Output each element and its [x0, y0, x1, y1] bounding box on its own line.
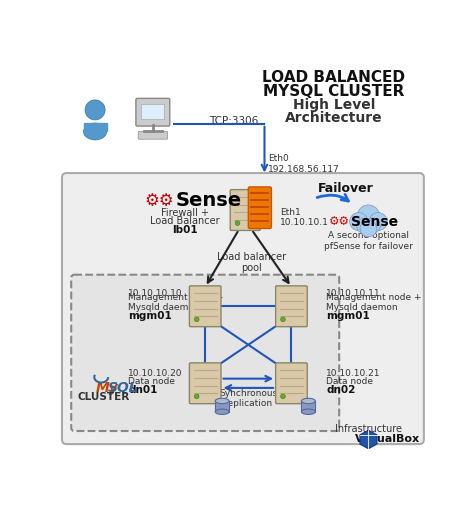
FancyBboxPatch shape [136, 98, 170, 126]
FancyBboxPatch shape [190, 286, 221, 327]
Ellipse shape [215, 398, 229, 404]
Text: 10.10.10.11: 10.10.10.11 [326, 289, 381, 298]
Text: Firewall +: Firewall + [161, 208, 209, 218]
Ellipse shape [215, 409, 229, 415]
Text: Sense: Sense [176, 191, 242, 210]
FancyBboxPatch shape [138, 132, 167, 139]
Circle shape [369, 212, 387, 230]
Bar [83, 123, 107, 132]
FancyBboxPatch shape [276, 363, 307, 404]
Text: LOAD BALANCED: LOAD BALANCED [262, 70, 405, 85]
Circle shape [194, 394, 199, 399]
Text: 10.10.10.10: 10.10.10.10 [128, 289, 183, 298]
Text: Data node: Data node [326, 377, 373, 386]
Circle shape [85, 100, 105, 120]
Text: Synchronous
replication: Synchronous replication [219, 389, 277, 408]
Text: MYSQL CLUSTER: MYSQL CLUSTER [263, 84, 404, 99]
Text: My: My [96, 381, 118, 395]
Text: VirtualBox: VirtualBox [355, 434, 420, 444]
Text: 10.10.10.20: 10.10.10.20 [128, 369, 182, 378]
Bar [301, 401, 315, 412]
Bar [215, 401, 229, 412]
FancyBboxPatch shape [71, 275, 339, 431]
Circle shape [350, 212, 368, 230]
Circle shape [357, 205, 380, 227]
Circle shape [281, 317, 285, 322]
FancyBboxPatch shape [190, 363, 221, 404]
Text: A second optional
pfSense for failover: A second optional pfSense for failover [324, 231, 413, 251]
Text: Eth1
10.10.10.1: Eth1 10.10.10.1 [280, 208, 329, 227]
Text: ⚙⚙: ⚙⚙ [329, 215, 350, 228]
Ellipse shape [301, 409, 315, 415]
Text: Eth0
192.168.56.117: Eth0 192.168.56.117 [268, 154, 340, 174]
Circle shape [356, 218, 372, 233]
Text: High Level: High Level [292, 98, 375, 112]
FancyBboxPatch shape [276, 286, 307, 327]
Text: Management node +
Mysqld daemon: Management node + Mysqld daemon [326, 293, 421, 312]
FancyBboxPatch shape [248, 187, 272, 228]
Text: lb01: lb01 [173, 225, 198, 235]
Text: Architecture: Architecture [285, 110, 383, 125]
Text: 10.10.10.21: 10.10.10.21 [326, 369, 381, 378]
Circle shape [360, 220, 377, 237]
Ellipse shape [301, 398, 315, 404]
Text: TCP:3306: TCP:3306 [209, 116, 258, 126]
Text: Load Balancer: Load Balancer [150, 216, 220, 226]
Polygon shape [360, 430, 377, 449]
Circle shape [365, 218, 380, 233]
Text: Load balancer
pool: Load balancer pool [217, 252, 286, 273]
Text: mgm01: mgm01 [326, 311, 370, 321]
Text: ⚙⚙: ⚙⚙ [145, 192, 174, 210]
Text: Sense: Sense [352, 215, 399, 228]
Bar [141, 104, 164, 119]
FancyBboxPatch shape [62, 173, 424, 444]
Text: Failover: Failover [318, 182, 373, 195]
Text: dn01: dn01 [128, 385, 157, 395]
FancyBboxPatch shape [230, 190, 260, 230]
Text: SQL: SQL [108, 381, 139, 395]
Text: CLUSTER: CLUSTER [77, 392, 130, 402]
Text: Data node: Data node [128, 377, 175, 386]
Circle shape [194, 317, 199, 322]
Text: Infrastructure: Infrastructure [335, 424, 402, 434]
Circle shape [235, 221, 240, 226]
Text: dn02: dn02 [326, 385, 356, 395]
Text: mgm01: mgm01 [128, 311, 172, 321]
Ellipse shape [83, 123, 107, 140]
Circle shape [281, 394, 285, 399]
Text: Management node +
Mysqld daemon: Management node + Mysqld daemon [128, 293, 224, 312]
